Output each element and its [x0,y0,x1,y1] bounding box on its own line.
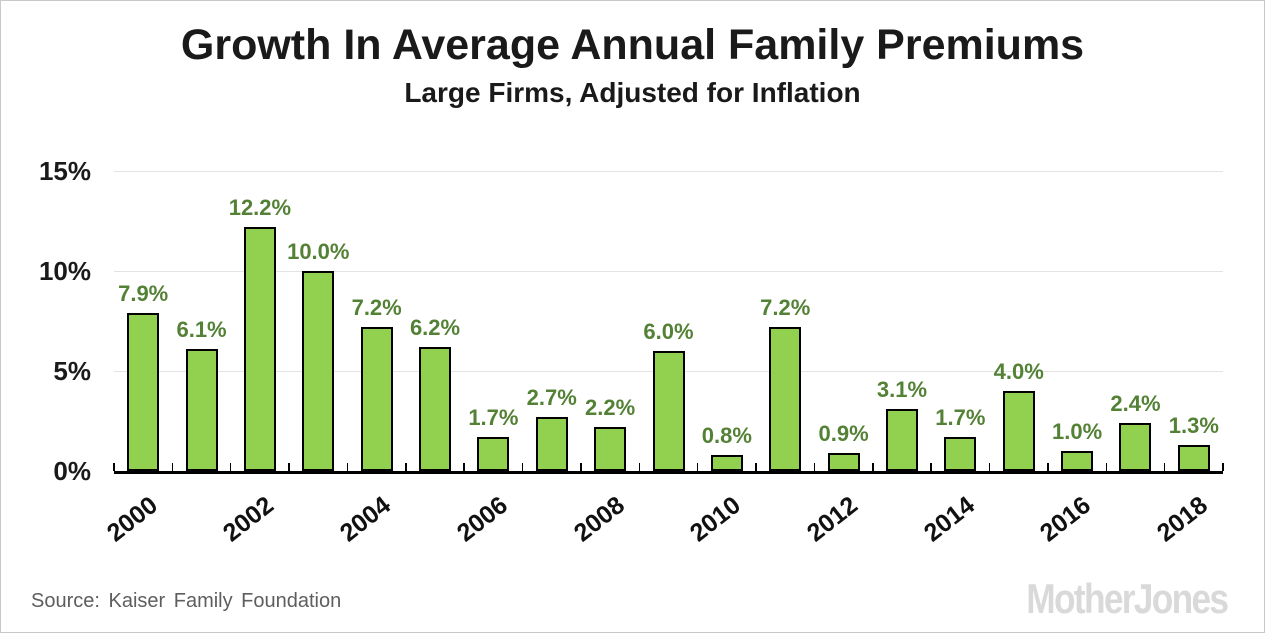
bar-value-label: 6.2% [409,315,461,340]
axis-tick [1047,463,1049,471]
bar [419,347,452,471]
axis-tick [463,463,465,471]
motherjones-logo: MotherJones [1025,575,1229,622]
bar [535,417,568,471]
axis-tick [580,463,582,471]
axis-tick [930,463,932,471]
bar [885,409,918,471]
x-axis-tick-label: 2006 [451,491,513,548]
axis-tick [755,463,757,471]
gridline [114,171,1223,172]
axis-tick [696,463,699,471]
x-axis-tick-label: 2012 [801,491,863,548]
bar [1177,445,1210,471]
gridline [114,271,1223,272]
axis-tick [988,463,991,471]
x-axis-tick-label: 2014 [918,491,980,548]
source-note: Source: Kaiser Family Foundation [31,590,342,612]
bar [243,227,276,471]
bar [594,427,627,471]
bar [1061,451,1094,471]
axis-tick [346,463,349,471]
bar [710,455,743,471]
y-axis-tick-label: 0% [53,456,91,486]
axis-tick [288,463,290,471]
bar [185,349,218,471]
bar [1119,423,1152,471]
bar [827,453,860,471]
x-axis-tick-label: 2000 [101,491,163,548]
bar-value-label: 2.7% [526,385,577,410]
bar [944,437,977,471]
axis-tick [405,463,407,471]
x-axis-tick-label: 2016 [1035,491,1097,548]
bar [360,327,393,471]
bar-value-label: 10.0% [287,239,350,264]
axis-tick [1105,463,1107,471]
axis-tick [1222,463,1224,471]
bar [302,271,335,471]
axis-tick [229,463,232,471]
x-axis-tick-label: 2008 [568,491,630,548]
x-axis-tick-label: 2004 [334,491,396,548]
x-axis-tick-label: 2010 [685,491,747,548]
bar-value-label: 7.2% [760,295,811,320]
bar-value-label: 1.3% [1168,413,1219,438]
y-axis-tick-label: 5% [53,356,91,386]
axis-tick [1163,463,1166,471]
bar-value-label: 4.0% [993,359,1044,384]
axis-tick [813,463,816,471]
axis-tick [638,463,641,471]
bar [652,351,685,471]
bar [769,327,802,471]
bar-value-label: 1.7% [468,405,519,430]
bar-value-label: 3.1% [876,377,928,402]
bar [477,437,510,471]
bar-value-label: 6.0% [643,319,694,344]
bar-value-label: 1.7% [935,405,986,430]
bar [1002,391,1035,471]
chart-title: Growth In Average Annual Family Premiums [180,21,1085,69]
axis-tick [113,463,115,471]
x-axis-tick-label: 2018 [1151,491,1214,548]
bar-value-label: 2.4% [1110,391,1161,416]
x-axis-tick-label: 2002 [218,491,280,548]
axis-tick [521,463,524,471]
bar-value-label: 0.8% [701,423,752,448]
bar-value-label: 1.0% [1052,419,1103,444]
bar-value-label: 6.1% [176,317,227,342]
axis-tick [171,463,174,471]
chart-subtitle: Large Firms, Adjusted for Inflation [404,77,861,108]
axis-tick [872,463,874,471]
bar [127,313,160,471]
bar-value-label: 2.2% [585,395,636,420]
bar-value-label: 7.9% [118,281,169,306]
bar-value-label: 7.2% [351,295,402,320]
y-axis-tick-label: 10% [38,256,91,286]
bar-value-label: 0.9% [818,421,869,446]
x-axis [114,471,1223,474]
bar-value-label: 12.2% [228,195,292,220]
y-axis-tick-label: 15% [38,156,91,186]
